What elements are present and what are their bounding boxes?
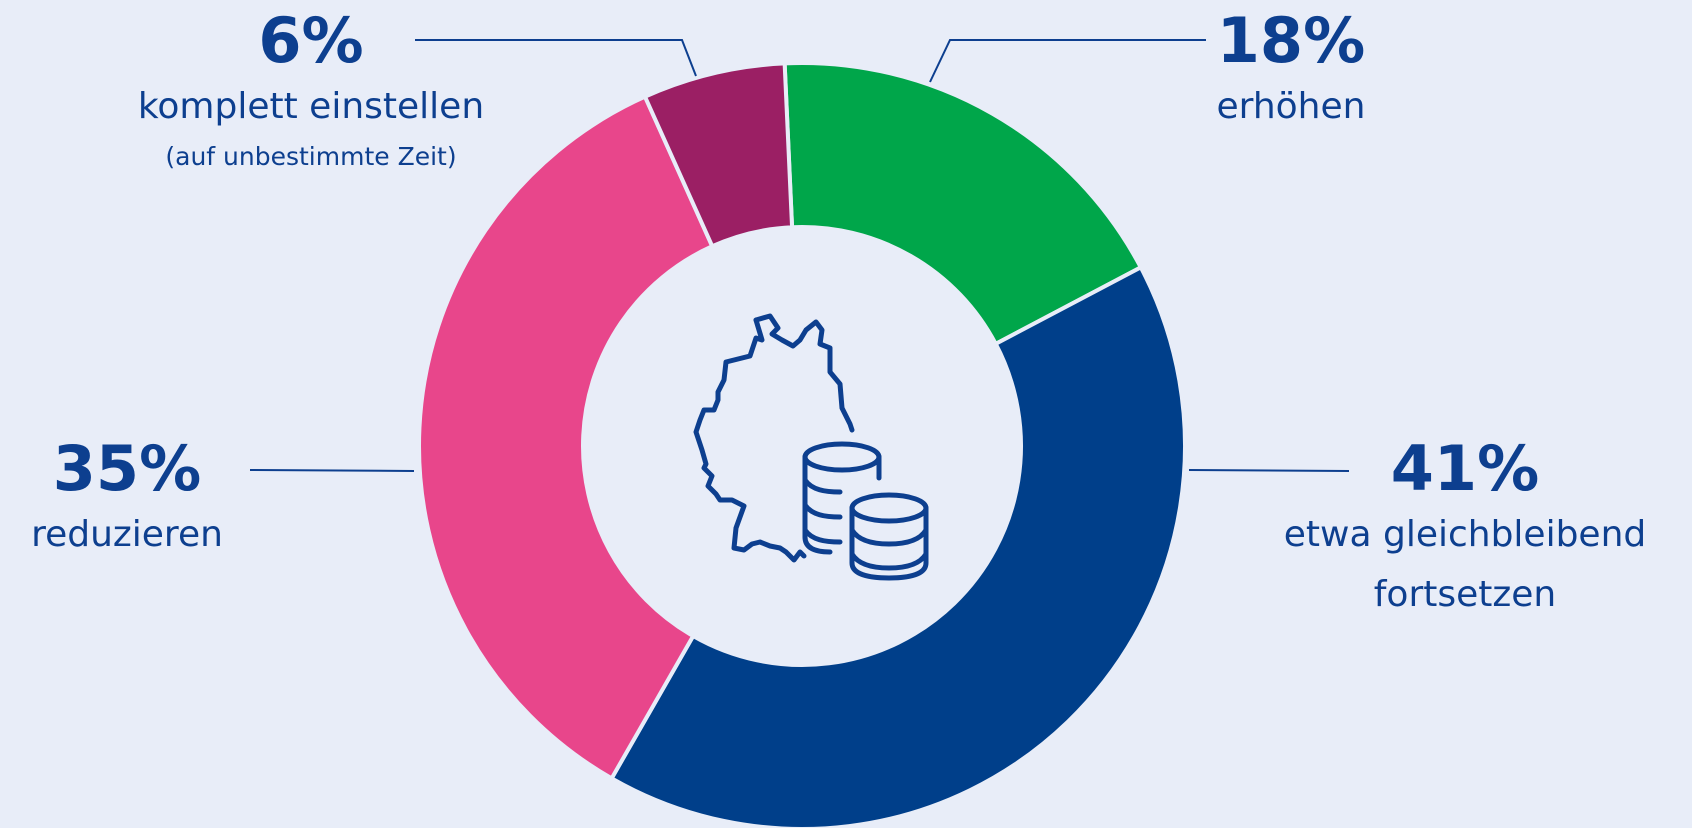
slice — [782, 61, 1144, 347]
coin — [802, 441, 882, 473]
slice — [642, 61, 795, 249]
leader-line — [1188, 469, 1350, 472]
slice-label: 18% erhöhen — [1131, 5, 1451, 137]
germany-outline — [753, 313, 855, 433]
value-label: 41% — [1390, 432, 1540, 505]
category-label: reduzieren — [31, 514, 223, 555]
coin-stack — [849, 505, 929, 581]
coin — [849, 492, 929, 524]
leader-line — [415, 39, 697, 77]
coin-stack — [802, 454, 882, 555]
slice-label: 35% reduzieren — [2, 433, 252, 565]
annotation: (auf unbestimmte Zeit) — [165, 142, 457, 171]
value-label: 35% — [52, 432, 202, 505]
category-label: komplett einstellen — [137, 86, 485, 127]
germany-outline — [693, 317, 807, 563]
leader-lines — [249, 39, 1350, 472]
value-label: 6% — [258, 4, 364, 77]
leader-line — [929, 39, 1206, 83]
category-label: erhöhen — [1216, 86, 1366, 127]
slice-label: 41% etwa gleichbleibend fortsetzen — [1250, 433, 1680, 625]
leader-line — [249, 469, 415, 472]
value-label: 18% — [1216, 4, 1366, 77]
center-icon — [693, 313, 929, 581]
slice — [608, 264, 1187, 828]
category-label: etwa gleichbleibend fortsetzen — [1283, 514, 1647, 615]
slice — [417, 94, 715, 782]
slice-label: 6% komplett einstellen (auf unbestimmte Ze… — [91, 5, 531, 177]
slices — [417, 61, 1187, 828]
